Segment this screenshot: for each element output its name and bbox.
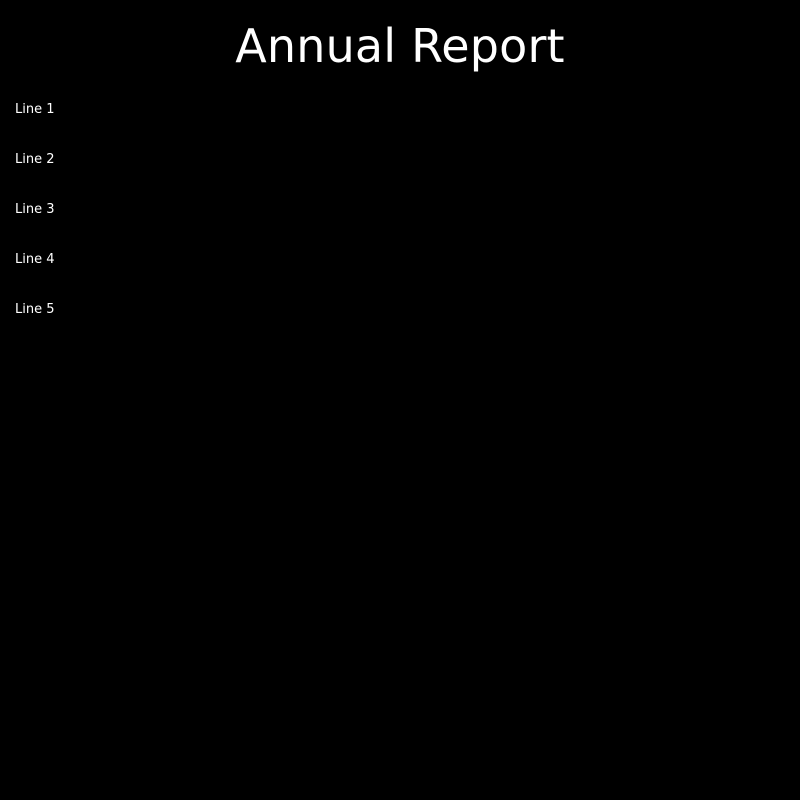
list-item: Line 4 — [15, 252, 55, 267]
list-item: Line 3 — [15, 202, 55, 217]
list-item: Line 5 — [15, 302, 55, 317]
page-title: Annual Report — [235, 19, 565, 73]
list-item: Line 1 — [15, 102, 55, 117]
list-item: Line 2 — [15, 152, 55, 167]
line-list: Line 1 Line 2 Line 3 Line 4 Line 5 — [15, 100, 55, 350]
